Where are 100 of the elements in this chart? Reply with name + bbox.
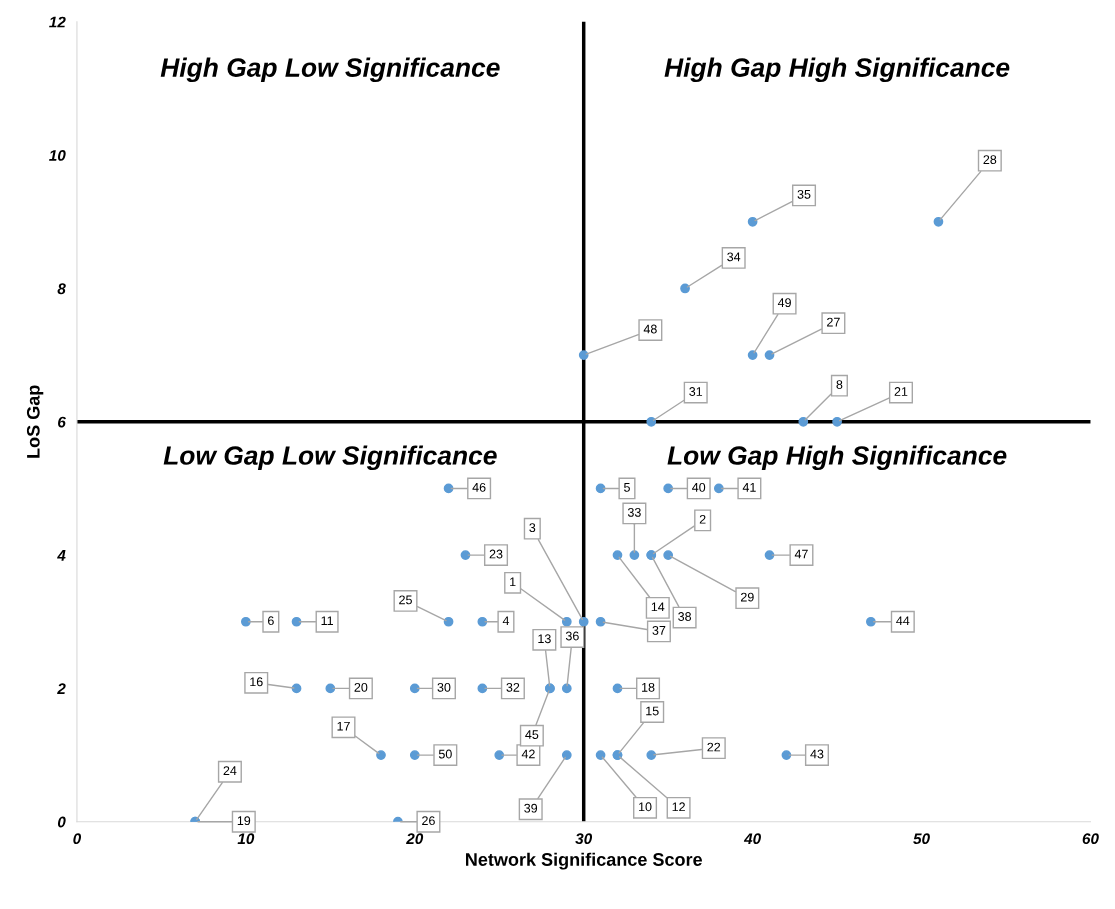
annotation: 19 [237,816,251,826]
x-tick-label: 60 [1082,833,1099,845]
annotation: 29 [741,592,754,602]
annotation: Low Gap Low Significance [163,445,497,471]
point [561,750,572,760]
annotation: 37 [652,625,666,635]
annotation: 33 [627,507,641,517]
annotation: 5 [624,483,630,492]
point [409,683,420,694]
annotation: High Gap High Significance [664,57,1010,83]
y-tick-label: 2 [57,683,66,694]
point [325,683,336,694]
point [477,683,488,694]
point [376,750,386,760]
point [933,216,944,227]
point [595,750,606,760]
annotation: High Gap Low Significance [160,57,500,83]
annotation: 30 [437,682,451,692]
annotation: 31 [689,387,703,396]
point [595,483,606,494]
y-tick-label: 8 [57,283,66,295]
point [781,750,792,760]
annotation: 46 [472,482,486,492]
annotation: 10 [639,802,652,812]
point [747,216,758,227]
annotation: 28 [983,155,997,165]
y-tick-label: 6 [58,416,66,428]
point [460,550,471,560]
annotation: 43 [810,749,824,759]
point [764,550,775,560]
point [612,550,623,560]
annotation: 12 [672,802,685,812]
annotation: 45 [525,730,539,739]
annotation: 44 [896,616,910,625]
annotation: 23 [489,549,503,559]
point [866,616,876,627]
annotation: 25 [399,595,412,605]
y-tick-label: 12 [49,16,66,28]
y-tick-label: 10 [49,150,66,161]
x-tick-label: 20 [406,833,424,845]
annotation: 16 [250,677,263,687]
annotation: 40 [692,482,706,492]
annotation: 47 [794,549,808,559]
annotation: Low Gap High Significance [667,445,1007,471]
point [832,416,842,427]
annotation: 6 [268,616,274,626]
point [561,683,572,694]
annotation: 17 [337,721,350,731]
point [663,483,674,494]
point [561,616,572,627]
y-axis-title: LoS Gap [26,385,44,458]
point [646,750,657,760]
point [409,750,420,760]
annotation: 35 [797,189,811,199]
annotation: 20 [354,682,368,692]
point [612,683,623,694]
annotation: 2 [699,514,706,524]
annotation: 22 [707,742,721,752]
point [578,350,589,360]
annotation: 36 [565,631,579,641]
annotation: 42 [521,749,535,759]
x-axis-title: Network Significance Score [466,852,702,870]
annotation: 24 [223,766,237,775]
x-tick-label: 50 [913,833,930,845]
annotation: 3 [529,523,536,533]
point [747,350,758,360]
y-tick-label: 4 [57,550,66,561]
annotation: 18 [642,682,655,692]
annotation: 14 [651,602,665,612]
point [494,750,505,760]
point [663,550,674,560]
point [443,616,454,627]
annotation: 39 [524,803,538,813]
point [578,616,589,627]
x-tick-label: 30 [575,833,593,845]
annotation: 49 [777,298,791,308]
annotation: 34 [727,252,741,262]
annotation: 48 [643,324,657,334]
annotation: 41 [742,483,756,492]
x-tick-label: 10 [237,833,255,845]
annotation: 32 [506,682,520,692]
annotation: 21 [894,387,908,396]
annotation: 4 [502,616,510,625]
point [764,350,775,360]
x-tick-label: 40 [743,833,761,845]
point [713,483,724,494]
point [646,416,657,427]
point [629,550,640,560]
point [443,483,454,494]
point [798,416,809,427]
annotation: 11 [321,616,333,625]
annotation: 50 [438,749,452,759]
x-tick-label: 0 [73,833,82,845]
point [680,283,690,294]
point [477,616,488,627]
point [291,616,302,627]
annotation: 1 [510,577,516,587]
annotation: 13 [538,634,551,644]
annotation: 8 [836,380,843,390]
annotation: 26 [422,816,435,826]
